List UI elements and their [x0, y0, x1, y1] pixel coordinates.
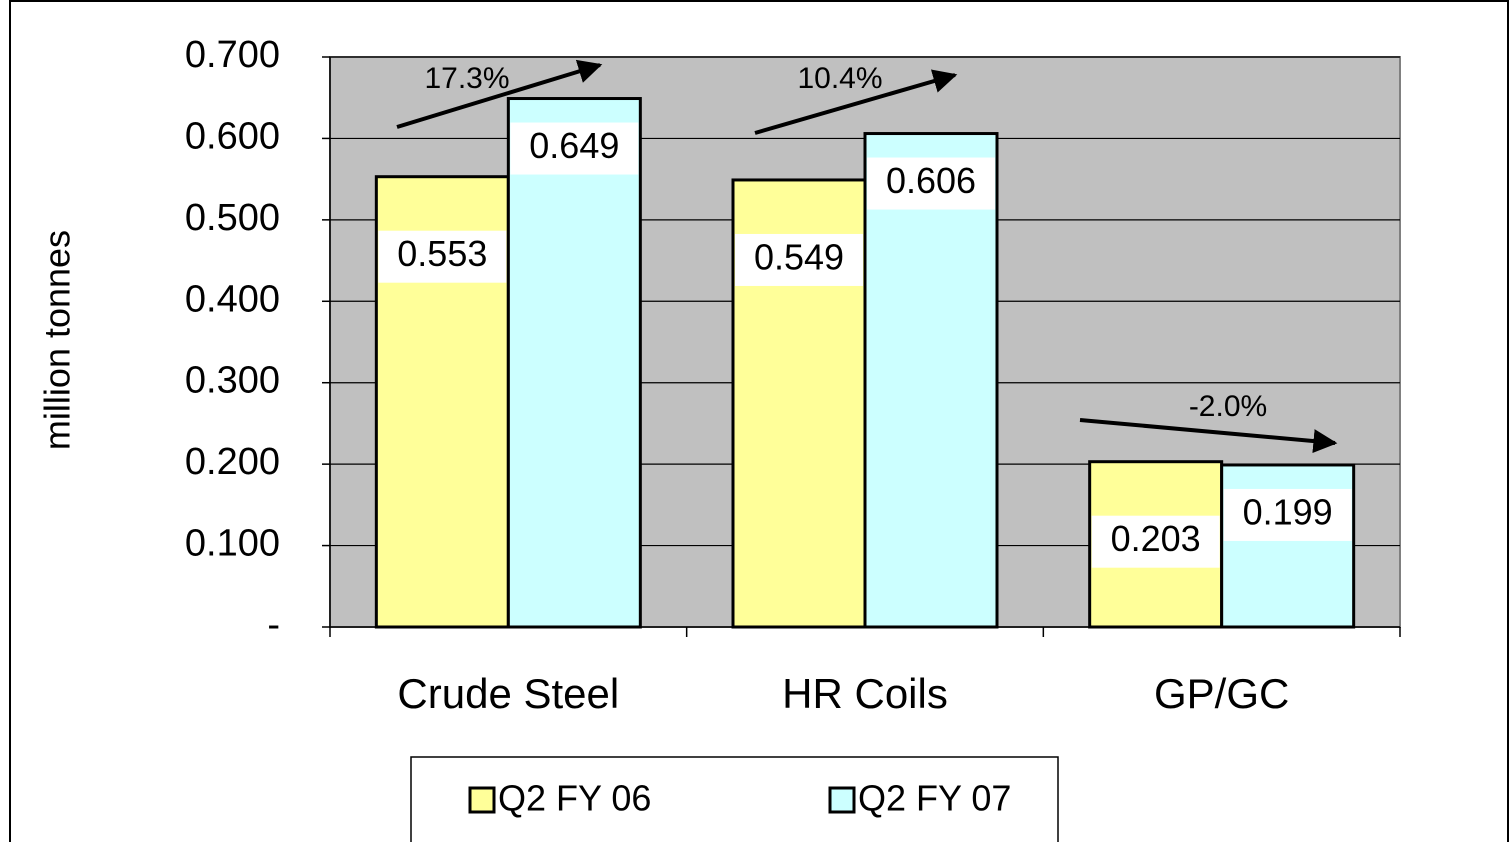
annotation: 17.3% [424, 62, 509, 95]
legend-box [410, 756, 1059, 842]
x-tick-label: HR Coils [782, 670, 948, 717]
annotation: 10.4% [797, 62, 882, 95]
y-tick-label: 0.100 [185, 523, 280, 565]
y-tick-label: 0.300 [185, 360, 280, 402]
annotation-arrow [1079, 418, 1338, 454]
y-tick-label: 0.200 [185, 441, 280, 483]
legend-swatch [828, 786, 856, 814]
legend-label: Q2 FY 07 [858, 778, 1011, 819]
data-label: 0.649 [529, 125, 619, 166]
data-label-box [867, 157, 995, 210]
y-tick-label: 0.600 [185, 115, 280, 157]
x-tick-label: Crude Steel [397, 670, 619, 717]
annotation: -2.0% [1189, 390, 1267, 423]
x-tick-label: GP/GC [1154, 670, 1289, 717]
data-label-box [1223, 488, 1352, 541]
y-tick-label: - [267, 604, 280, 646]
y-tick-label: 0.500 [185, 197, 280, 239]
legend-label: Q2 FY 06 [498, 778, 651, 819]
data-label-box [735, 233, 863, 286]
bar [863, 132, 999, 629]
legend-swatch [468, 786, 496, 814]
bar [506, 97, 642, 629]
y-axis-label: million tonnes [37, 230, 78, 450]
annotation-arrow [396, 59, 603, 129]
data-label: 0.549 [754, 236, 844, 277]
y-tick-label: 0.700 [185, 34, 280, 76]
data-label: 0.606 [886, 160, 976, 201]
annotation-arrow [754, 69, 958, 135]
data-label-box [378, 230, 507, 283]
data-label: 0.199 [1243, 491, 1333, 532]
data-label: 0.203 [1111, 518, 1201, 559]
data-label-box [510, 122, 639, 175]
data-label-box [1091, 515, 1220, 568]
y-tick-label: 0.400 [185, 278, 280, 320]
data-label: 0.553 [397, 233, 487, 274]
